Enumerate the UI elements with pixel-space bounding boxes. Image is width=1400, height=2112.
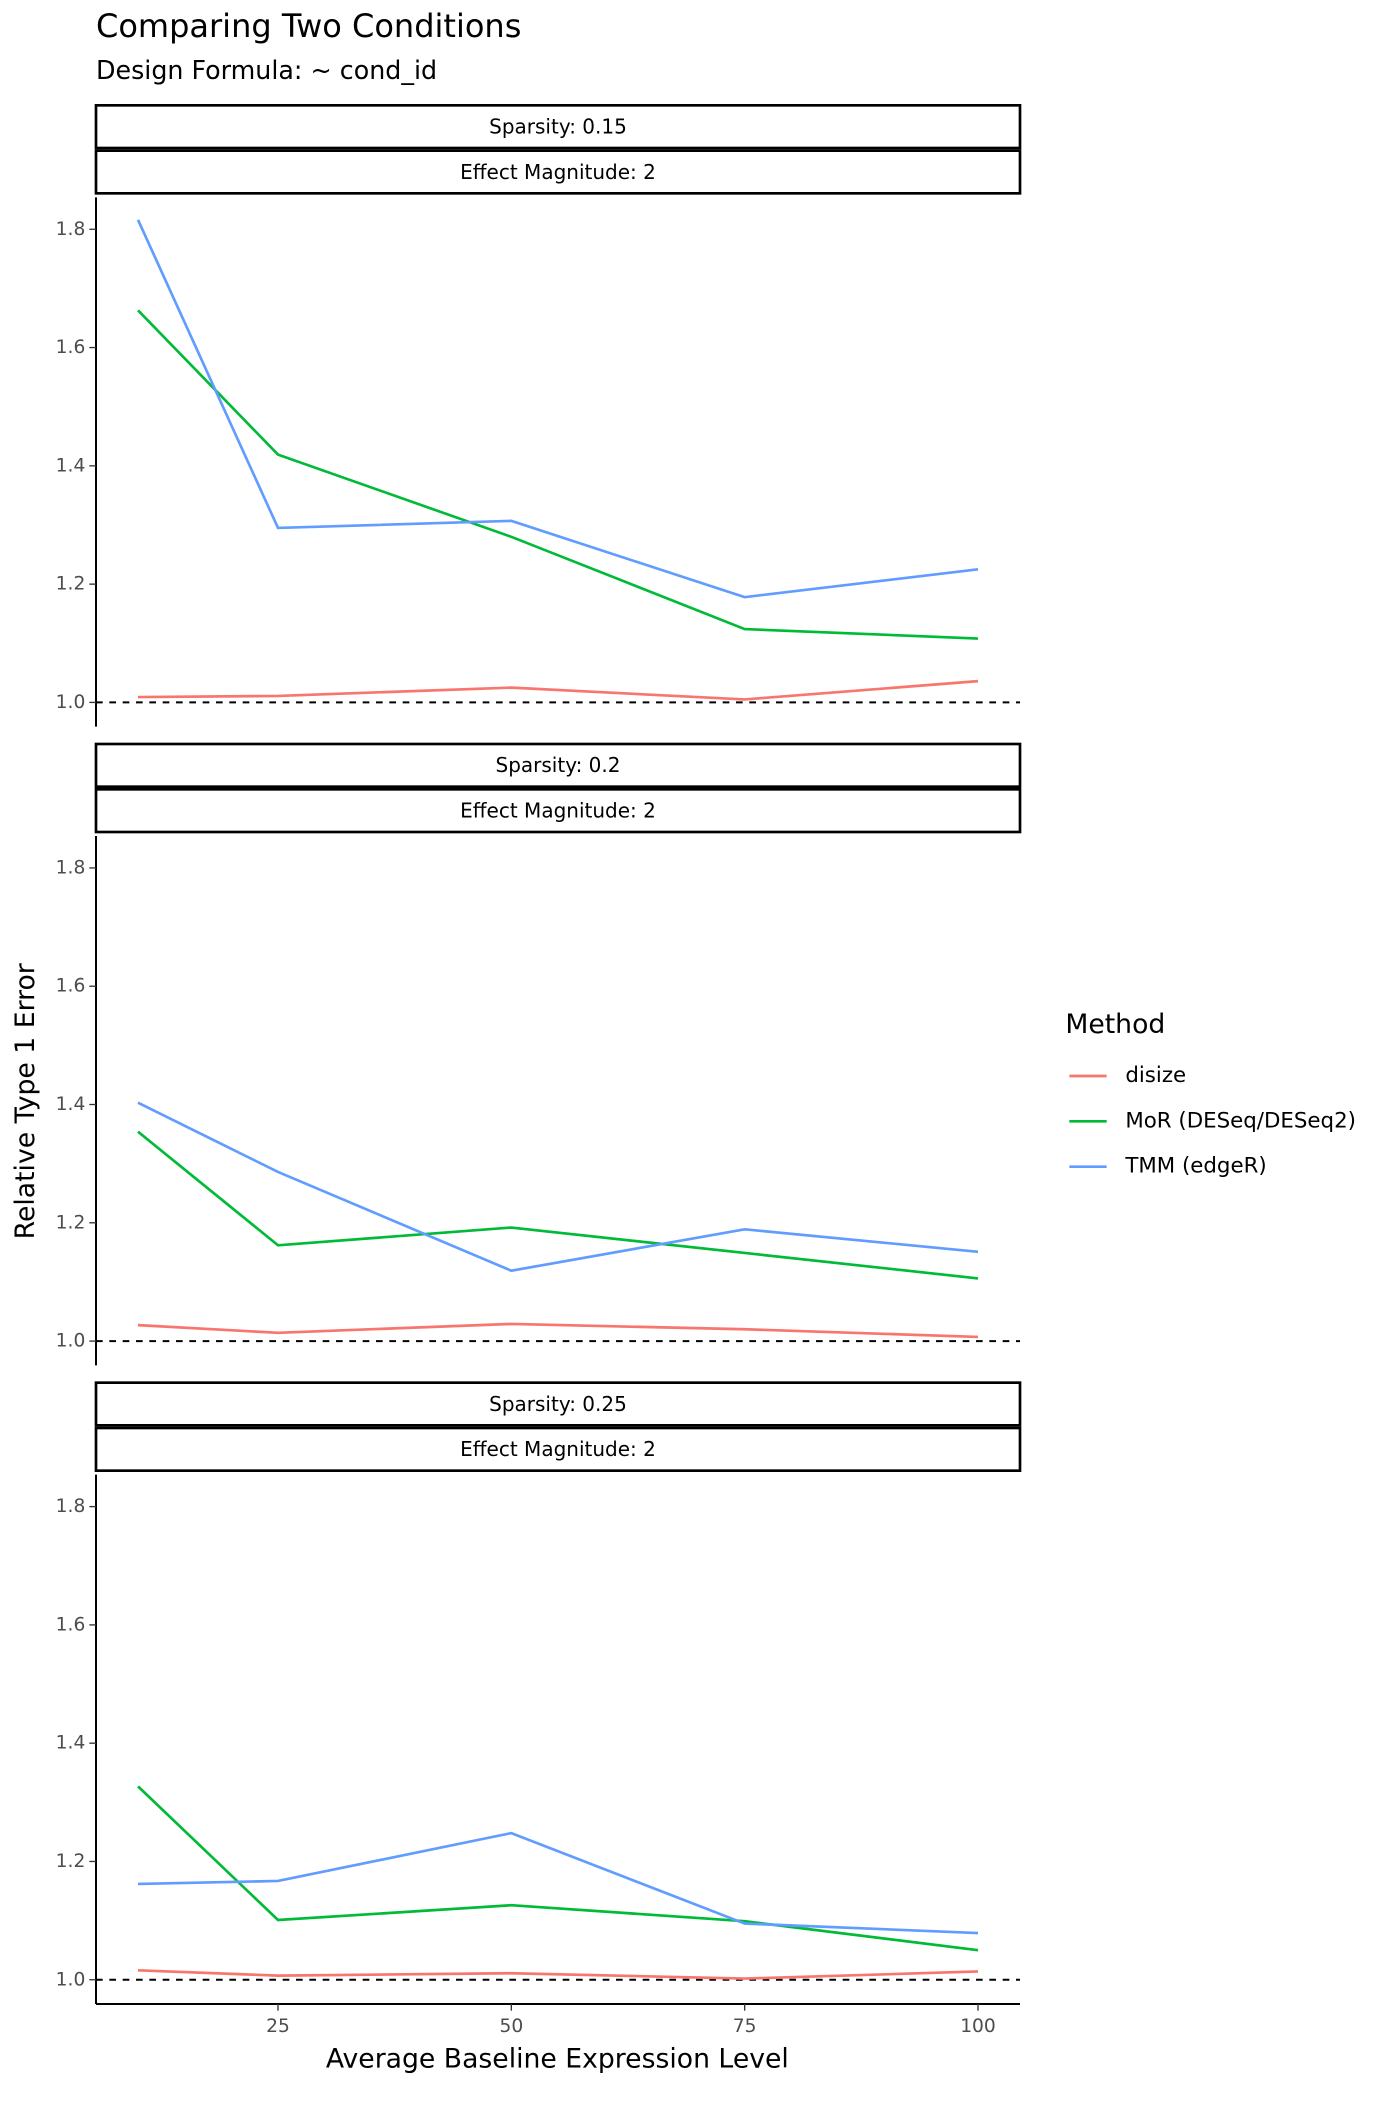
- series-line: [137, 1968, 979, 1980]
- y-tick-label: 1.4: [56, 1733, 86, 1754]
- strip-box: [94, 742, 1022, 788]
- y-tick-label: 1.0: [56, 1969, 86, 1990]
- y-tick-label: 1.6: [56, 337, 86, 358]
- strip-label: Sparsity: 0.2: [496, 753, 621, 777]
- x-tick-label: 25: [266, 2016, 290, 2037]
- legend-label: TMM (edgeR): [1124, 1154, 1266, 1179]
- series-line: [136, 219, 979, 599]
- strip-box: [94, 1381, 1022, 1427]
- chart-subtitle: Design Formula: ~ cond_id: [96, 55, 437, 85]
- y-tick-label: 1.0: [56, 1331, 86, 1352]
- y-tick-label: 1.0: [56, 692, 86, 713]
- y-tick-label: 1.8: [56, 857, 86, 878]
- x-tick-label: 75: [733, 2016, 757, 2037]
- x-tick-label: 100: [960, 2016, 996, 2037]
- x-tick-label: 50: [499, 2016, 523, 2037]
- y-axis-title: Relative Type 1 Error: [10, 963, 41, 1239]
- strip-box: [94, 788, 1022, 834]
- y-tick-label: 1.2: [56, 1851, 86, 1872]
- y-tick-label: 1.8: [56, 1496, 86, 1517]
- y-tick-label: 1.6: [56, 1614, 86, 1635]
- x-axis-title: Average Baseline Expression Level: [326, 2044, 789, 2075]
- series-line: [137, 1101, 979, 1273]
- series-line: [137, 1130, 979, 1280]
- series-line: [137, 1322, 979, 1339]
- y-tick-label: 1.6: [56, 976, 86, 997]
- chart-title: Comparing Two Conditions: [96, 7, 521, 45]
- strip-label: Effect Magnitude: 2: [460, 160, 656, 184]
- y-tick-label: 1.4: [56, 1094, 86, 1115]
- strip-box: [94, 104, 1022, 150]
- legend-label: MoR (DESeq/DESeq2): [1125, 1108, 1356, 1133]
- series-line: [137, 1785, 979, 1952]
- series-line: [137, 1831, 979, 1935]
- strip-label: Sparsity: 0.25: [489, 1392, 627, 1416]
- legend-label: disize: [1125, 1063, 1186, 1088]
- strip-label: Effect Magnitude: 2: [460, 1437, 656, 1461]
- series-line: [137, 679, 979, 701]
- strip-label: Effect Magnitude: 2: [460, 799, 656, 823]
- strip-box: [94, 1426, 1022, 1472]
- y-tick-label: 1.4: [56, 455, 86, 476]
- legend-title: Method: [1065, 1009, 1165, 1040]
- y-tick-label: 1.2: [56, 1212, 86, 1233]
- y-tick-label: 1.2: [56, 574, 86, 595]
- y-tick-label: 1.8: [56, 219, 86, 240]
- strip-label: Sparsity: 0.15: [489, 115, 627, 139]
- strip-box: [94, 149, 1022, 195]
- series-line: [137, 309, 979, 640]
